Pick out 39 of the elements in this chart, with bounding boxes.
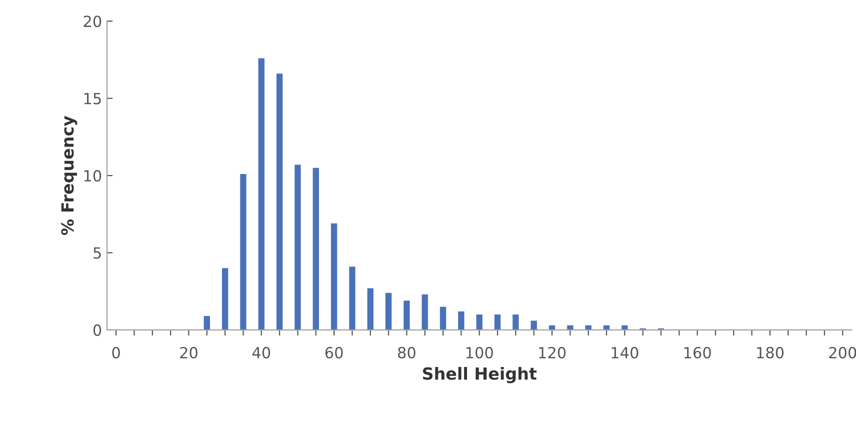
y-tick-label: 10 — [84, 170, 102, 182]
bar — [258, 58, 264, 330]
y-tick-label: 15 — [84, 93, 101, 104]
bar — [567, 325, 574, 330]
bar — [494, 314, 501, 330]
bar — [385, 292, 392, 330]
bar — [404, 300, 410, 330]
bar — [294, 164, 301, 330]
x-tick-label: 20 — [180, 346, 198, 358]
bar — [476, 314, 482, 330]
bar — [330, 223, 338, 330]
bar — [204, 316, 210, 330]
x-tick-label: 200 — [829, 346, 856, 358]
x-tick-label: 140 — [612, 346, 638, 358]
x-tick-label: 80 — [398, 346, 416, 358]
x-tick-label: 180 — [757, 346, 784, 358]
bar — [440, 306, 446, 330]
bar — [349, 266, 356, 330]
y-tick-label: 5 — [94, 247, 101, 259]
y-tick-label: 0 — [93, 324, 102, 336]
x-tick-label: 160 — [684, 346, 711, 358]
bar — [622, 325, 628, 330]
bar — [367, 288, 374, 330]
bar — [422, 294, 428, 330]
x-tick-label: 60 — [325, 346, 343, 358]
bar — [222, 268, 228, 330]
x-tick-label: 100 — [466, 346, 493, 358]
bar — [276, 74, 283, 330]
y-tick-label: 20 — [84, 16, 102, 28]
bar — [312, 168, 319, 330]
bar — [458, 311, 464, 330]
x-tick-label: 0 — [112, 346, 120, 358]
bar — [512, 314, 519, 330]
bar — [530, 320, 537, 330]
x-tick-label: 120 — [539, 346, 566, 358]
y-axis-title: % Frequency — [61, 116, 78, 236]
bar — [240, 174, 246, 330]
x-axis-title: Shell Height — [422, 366, 537, 384]
x-tick-label: 40 — [252, 346, 270, 358]
